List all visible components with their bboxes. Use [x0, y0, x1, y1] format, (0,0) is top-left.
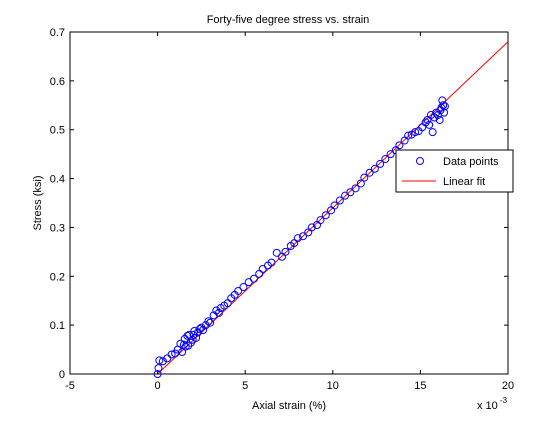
data-point: [432, 108, 441, 117]
x-tick-label: 20: [502, 380, 514, 392]
y-axis-ticks: 0 0.1 0.2 0.3 0.4 0.5 0.6 0.7: [50, 27, 508, 381]
linear-fit-line: [157, 41, 509, 375]
data-point: [440, 108, 449, 117]
data-point: [163, 354, 172, 363]
data-point: [209, 311, 218, 320]
x-axis-multiplier: x 10 -3: [477, 396, 508, 412]
data-point: [179, 340, 188, 349]
data-point: [404, 131, 413, 140]
data-point: [272, 248, 281, 257]
data-point: [267, 258, 276, 267]
data-point: [281, 247, 290, 256]
plot-frame: [69, 31, 509, 375]
data-point: [330, 201, 339, 210]
data-point: [212, 306, 221, 315]
legend: Data points Linear fit: [395, 149, 514, 193]
data-point: [195, 325, 204, 334]
y-axis-label: Stress (ksi): [32, 176, 44, 231]
x-axis-label: Axial strain (%): [252, 400, 326, 412]
x-axis-ticks: -5 0 5 10 15 20: [65, 32, 514, 392]
data-point: [249, 274, 258, 283]
data-point: [370, 164, 379, 173]
y-tick-label: 0.3: [50, 222, 65, 234]
y-tick-label: 0.5: [50, 125, 65, 137]
data-point: [214, 308, 223, 317]
data-point: [356, 179, 365, 188]
legend-label-data-points: Data points: [443, 156, 499, 168]
data-point: [201, 321, 210, 330]
data-point: [206, 318, 215, 327]
data-point: [386, 150, 395, 159]
data-point: [299, 232, 308, 241]
data-point: [395, 141, 404, 150]
plot-area: [69, 31, 509, 378]
data-point: [428, 128, 437, 137]
data-point: [435, 115, 444, 124]
data-point: [346, 188, 355, 197]
data-point: [425, 120, 434, 129]
x-tick-label: 0: [155, 380, 161, 392]
data-point: [154, 364, 163, 373]
data-point: [335, 196, 344, 205]
x-tick-label: 5: [242, 380, 248, 392]
y-tick-label: 0.1: [50, 320, 65, 332]
y-tick-label: 0.2: [50, 271, 65, 283]
x-multiplier-base: x 10: [477, 400, 498, 412]
x-tick-label: -5: [65, 380, 75, 392]
data-point: [440, 102, 449, 111]
data-point: [351, 184, 360, 193]
y-tick-label: 0.7: [50, 27, 65, 39]
data-point: [183, 331, 192, 340]
data-point: [234, 286, 243, 295]
data-point: [411, 128, 420, 137]
data-point: [197, 323, 206, 332]
x-tick-label: 15: [414, 380, 426, 392]
data-point: [365, 168, 374, 177]
data-point: [167, 350, 176, 359]
data-point: [155, 356, 164, 365]
data-point: [381, 155, 390, 164]
x-multiplier-exponent: -3: [500, 396, 508, 405]
data-point: [293, 234, 302, 243]
legend-label-linear-fit: Linear fit: [443, 176, 485, 188]
fit-layer: [157, 41, 509, 375]
y-tick-label: 0.6: [50, 76, 65, 88]
data-point: [316, 216, 325, 225]
legend-marker-data-points: [416, 157, 424, 165]
data-point: [192, 333, 201, 342]
chart-title: Forty-five degree stress vs. strain: [207, 14, 370, 26]
data-point: [204, 317, 213, 326]
data-point: [239, 283, 248, 292]
points-layer: [153, 96, 449, 378]
x-tick-label: 10: [327, 380, 339, 392]
data-point: [376, 159, 385, 168]
data-point: [360, 173, 369, 182]
legend-box: [395, 149, 514, 193]
data-point: [307, 223, 316, 232]
y-tick-label: 0: [59, 369, 65, 381]
data-point: [199, 326, 208, 335]
data-point: [321, 211, 330, 220]
y-tick-label: 0.4: [50, 174, 65, 186]
